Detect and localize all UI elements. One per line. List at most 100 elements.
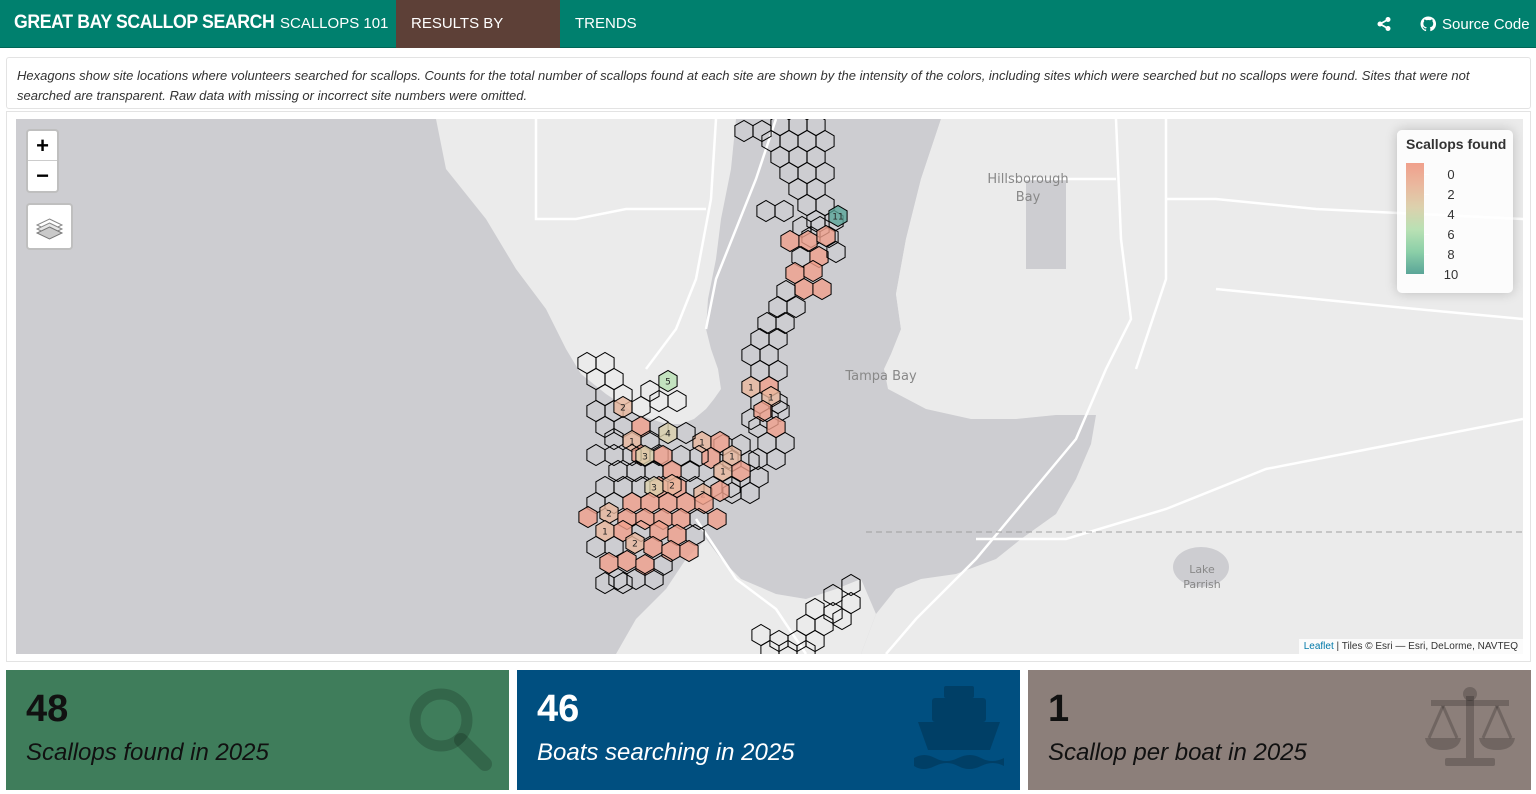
site-hexagon[interactable] [608,567,628,591]
legend-label: 6 [1447,227,1455,242]
site-hexagon[interactable] [752,119,772,143]
layers-button[interactable] [26,203,73,250]
site-hexagon[interactable] [769,629,789,653]
brand-title[interactable]: GREAT BAY SCALLOP SEARCH [14,12,275,33]
zoom-in-button[interactable]: + [28,131,57,161]
legend-tick [1424,254,1429,255]
site-count-label: 1 [602,528,608,538]
leaflet-link[interactable]: Leaflet [1303,641,1334,652]
site-hexagon[interactable] [778,639,798,655]
site-count-label: 1 [729,453,735,463]
site-hexagon[interactable] [788,119,808,137]
site-hexagon[interactable] [812,277,832,301]
site-hexagon[interactable] [734,119,754,143]
site-hexagon[interactable] [643,535,663,559]
site-hexagon[interactable] [796,639,816,655]
site-hexagon[interactable] [710,479,730,503]
site-hexagon[interactable] [816,224,836,248]
map-label-lake: Lake [1189,563,1215,576]
site-hexagon[interactable] [661,539,681,563]
site-hexagon[interactable] [653,553,673,577]
legend-tick [1424,174,1429,175]
map-legend: Scallops found 0 2 4 6 8 10 [1397,130,1513,293]
site-count-label: 2 [620,404,626,414]
site-count-label: 2 [606,510,612,520]
site-hexagon[interactable] [826,240,846,264]
nav-scallops-101[interactable]: SCALLOPS 101 [280,15,389,32]
nav-results-by-year[interactable]: RESULTS BY YEAR [396,0,560,80]
site-hexagon[interactable] [753,399,773,423]
share-button[interactable] [1376,0,1392,48]
site-hexagon[interactable] [635,553,655,577]
zoom-out-button[interactable]: − [36,163,49,188]
site-hexagon[interactable] [786,295,806,319]
site-count-label: 2 [632,540,638,550]
site-hexagon[interactable] [680,459,700,483]
site-hexagon[interactable] [757,311,777,335]
site-hexagon[interactable] [662,473,682,497]
site-hexagon[interactable] [768,295,788,319]
site-hexagon[interactable] [689,444,709,468]
site-hexagon[interactable] [775,311,795,335]
nav-trends[interactable]: TRENDS [575,15,637,32]
site-hexagon[interactable] [798,229,818,253]
site-hexagon[interactable] [828,204,848,228]
scallop-per-boat-caption: Scallop per boat in 2025 [1048,739,1307,766]
lake-parrish-water [1173,547,1229,587]
site-hexagon[interactable] [805,629,825,653]
site-hexagon[interactable] [731,459,751,483]
legend-title: Scallops found [1406,136,1507,152]
scallops-found-box: 48 Scallops found in 2025 [6,670,509,790]
site-count-label: 1 [629,438,635,448]
site-hexagon[interactable] [613,571,633,595]
site-count-label: 1 [720,468,726,478]
site-hexagon[interactable] [578,505,598,529]
boats-searching-value: 46 [537,688,580,730]
boats-searching-box: 46 Boats searching in 2025 [517,670,1020,790]
site-hexagon[interactable] [776,279,796,303]
site-hexagon[interactable] [770,399,790,423]
site-hexagon[interactable] [806,119,826,137]
zoom-control: + − [26,129,59,193]
site-hexagon[interactable] [794,277,814,301]
legend-label: 10 [1443,267,1459,282]
site-hexagon[interactable] [679,539,699,563]
site-hexagon[interactable] [595,571,615,595]
site-hexagon[interactable] [780,229,800,253]
map-attribution: Leaflet | Tiles © Esri — Esri, DeLorme, … [1298,639,1523,654]
map-label-parrish: Parrish [1183,578,1221,591]
tiles-attribution: | Tiles © Esri — Esri, DeLorme, NAVTEQ [1336,641,1518,652]
site-hexagon[interactable] [617,549,637,573]
site-count-label: 11 [832,213,843,223]
legend-label: 2 [1447,187,1455,202]
layers-icon [35,218,64,240]
site-hexagon[interactable] [760,639,780,655]
site-hexagon[interactable] [667,389,687,413]
map-label-hillsborough-bay: Bay [1016,190,1041,205]
site-hexagon[interactable] [774,199,794,223]
site-hexagon[interactable] [644,567,664,591]
site-hexagon[interactable] [832,607,852,631]
site-hexagon[interactable] [608,459,628,483]
site-hexagon[interactable] [694,491,714,515]
site-hexagon[interactable] [640,379,660,403]
site-hexagon[interactable] [823,601,843,625]
source-code-link[interactable]: Source Code [1420,0,1530,48]
site-hexagon[interactable] [586,443,606,467]
scallop-per-boat-value: 1 [1048,688,1070,730]
site-hexagon[interactable] [803,259,823,283]
site-hexagon[interactable] [707,507,727,531]
site-hexagon[interactable] [626,567,646,591]
site-hexagon[interactable] [676,421,696,445]
basemap[interactable]: 111111125143322212 Hillsborough Bay Tamp… [16,119,1523,654]
land-pinellas [436,119,736,424]
site-hexagon[interactable] [685,523,705,547]
map[interactable]: 111111125143322212 Hillsborough Bay Tamp… [16,119,1523,654]
site-hexagon[interactable] [756,199,776,223]
site-hexagon[interactable] [766,447,786,471]
site-hexagon[interactable] [604,427,624,451]
site-hexagon[interactable] [740,481,760,505]
map-label-tampa-bay: Tampa Bay [844,369,917,384]
site-hexagon[interactable] [658,369,678,393]
site-hexagon[interactable] [586,535,606,559]
